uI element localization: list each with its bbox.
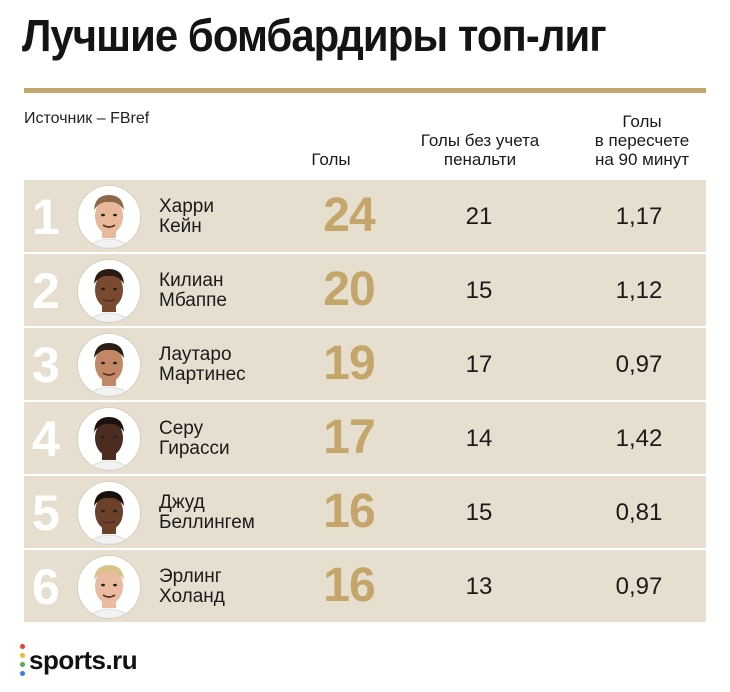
player-name: Килиан Мбаппе (159, 271, 227, 311)
goals-per-90-value: 0,97 (615, 351, 663, 378)
player-last-name: Мартинес (159, 364, 246, 385)
player-photo (77, 407, 141, 471)
player-last-name: Кейн (159, 216, 202, 237)
rank-number: 3 (32, 337, 60, 393)
column-header-line: в пересчете (594, 131, 690, 150)
player-row: 1 Харри Кейн 24 21 1,17 (24, 180, 706, 252)
goals-per-90-value: 1,12 (615, 277, 663, 304)
player-photo (77, 333, 141, 397)
scorers-table: 1 Харри Кейн 24 21 1,17 2 Килиан Мбаппе … (24, 180, 706, 624)
player-last-name: Гирасси (159, 438, 230, 459)
player-name: Эрлинг Холанд (159, 567, 225, 607)
goals-per-90-value: 0,97 (615, 573, 663, 600)
player-first-name: Килиан (159, 270, 224, 291)
player-name: Харри Кейн (159, 197, 214, 237)
title-divider (24, 88, 706, 93)
column-header-goals: Голы (311, 150, 351, 169)
logo-dots-icon (20, 644, 25, 676)
goals-value: 19 (323, 337, 375, 390)
goals-value: 24 (323, 189, 375, 242)
goals-value: 16 (323, 485, 375, 538)
non-penalty-goals-value: 13 (465, 573, 493, 600)
non-penalty-goals-value: 14 (465, 425, 493, 452)
rank-number: 1 (32, 189, 60, 245)
logo-dot (20, 671, 25, 676)
player-row: 4 Серу Гирасси 17 14 1,42 (24, 402, 706, 474)
logo-dot (20, 662, 25, 667)
rank-number: 5 (32, 485, 60, 541)
player-photo (77, 481, 141, 545)
column-header-line: пенальти (443, 150, 517, 169)
rank-number: 6 (32, 559, 60, 615)
player-row: 2 Килиан Мбаппе 20 15 1,12 (24, 254, 706, 326)
rank-number: 2 (32, 263, 60, 319)
source-label: Источник – FBref (24, 110, 150, 127)
player-name: Серу Гирасси (159, 419, 230, 459)
player-name: Лаутаро Мартинес (159, 345, 246, 385)
column-header-line: Голы без учета (420, 131, 540, 150)
player-last-name: Холанд (159, 586, 225, 607)
goals-per-90-value: 1,42 (615, 425, 663, 452)
player-first-name: Серу (159, 418, 204, 439)
player-row: 5 Джуд Беллингем 16 15 0,81 (24, 476, 706, 548)
rank-number: 4 (32, 411, 60, 467)
player-last-name: Беллингем (159, 512, 255, 533)
player-row: 6 Эрлинг Холанд 16 13 0,97 (24, 550, 706, 622)
goals-per-90-value: 0,81 (615, 499, 663, 526)
player-first-name: Джуд (159, 492, 205, 513)
non-penalty-goals-value: 21 (465, 203, 493, 230)
player-last-name: Мбаппе (159, 290, 227, 311)
player-name: Джуд Беллингем (159, 493, 255, 533)
column-header-line: Голы (622, 112, 662, 131)
player-first-name: Эрлинг (159, 566, 222, 587)
player-photo (77, 259, 141, 323)
player-photo (77, 555, 141, 619)
non-penalty-goals-value: 15 (465, 499, 493, 526)
logo-text: sports.ru (29, 644, 138, 675)
logo-dot (20, 653, 25, 658)
non-penalty-goals-value: 15 (465, 277, 493, 304)
player-row: 3 Лаутаро Мартинес 19 17 0,97 (24, 328, 706, 400)
page-title: Лучшие бомбардиры топ-лиг (22, 10, 607, 61)
sports-ru-logo[interactable]: sports.ru (20, 644, 138, 676)
column-header-non-penalty-goals: Голы без учета пенальти (400, 131, 560, 169)
column-header-goals-per-90: Голы в пересчете на 90 минут (572, 112, 712, 169)
non-penalty-goals-value: 17 (465, 351, 493, 378)
logo-dot (20, 644, 25, 649)
goals-per-90-value: 1,17 (615, 203, 663, 230)
goals-value: 16 (323, 559, 375, 612)
goals-value: 20 (323, 263, 375, 316)
goals-value: 17 (323, 411, 375, 464)
player-photo (77, 185, 141, 249)
column-header-line: на 90 минут (594, 150, 690, 169)
player-first-name: Харри (159, 196, 214, 217)
player-first-name: Лаутаро (159, 344, 232, 365)
